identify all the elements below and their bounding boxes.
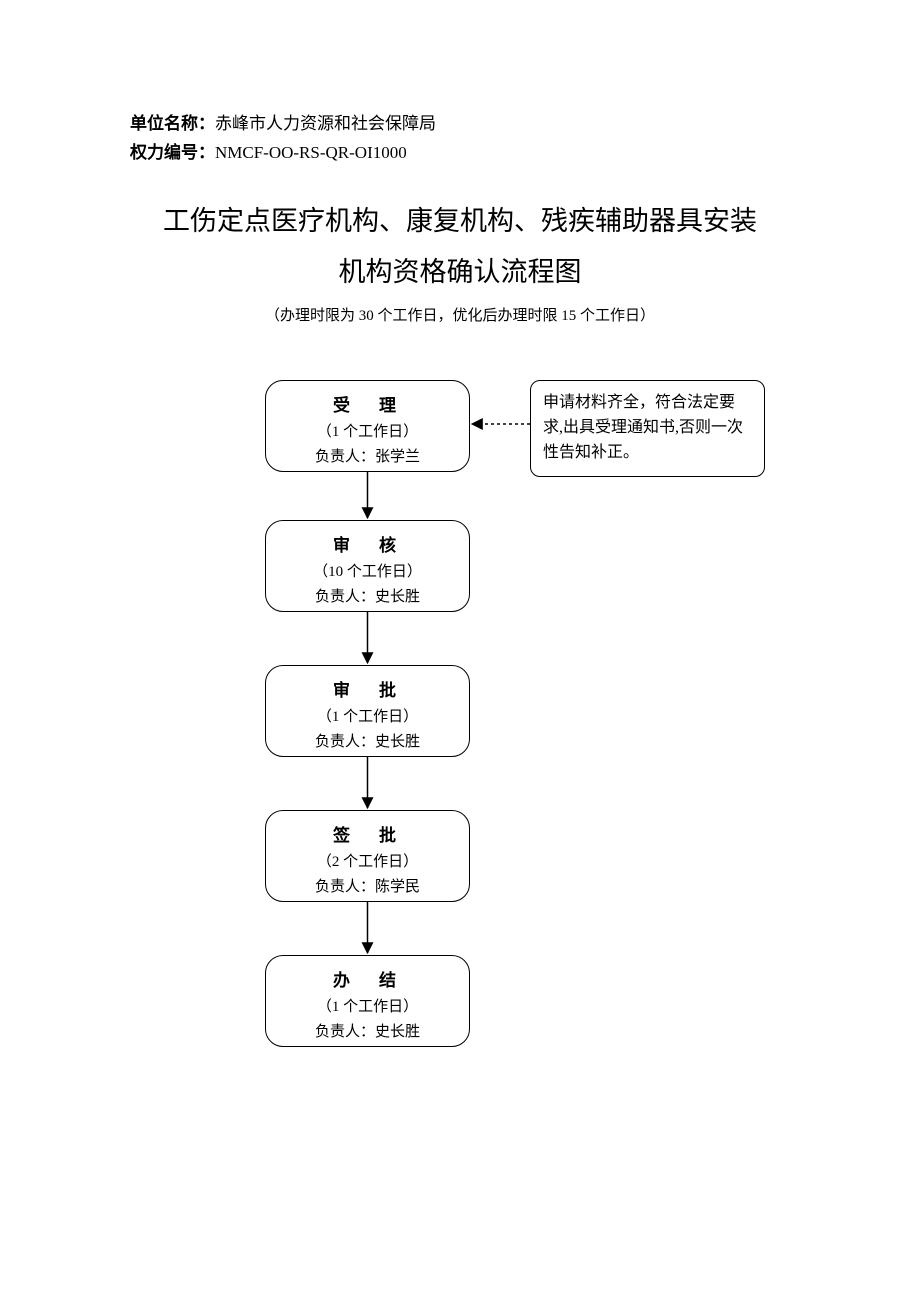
node-duration: （10 个工作日） [274,560,461,581]
subtitle: （办理时限为 30 个工作日，优化后办理时限 15 个工作日） [130,304,790,325]
flowchart: 受 理（1 个工作日）负责人：张学兰审 核（10 个工作日）负责人：史长胜审 批… [130,380,790,1190]
side-note: 申请材料齐全，符合法定要求,出具受理通知书,否则一次性告知补正。 [530,380,765,476]
node-title: 受 理 [274,391,461,416]
flow-node-n2: 审 核 （10 个工作日） 负责人：史长胜 [265,520,470,612]
header-unit: 单位名称：赤峰市人力资源和社会保障局 [130,110,790,139]
node-person: 负责人：史长胜 [274,1020,461,1041]
title-line2: 机构资格确认流程图 [130,247,790,298]
power-label: 权力编号： [130,143,215,162]
connectors [130,380,790,1190]
node-title: 审 核 [274,531,461,556]
page-title: 工伤定点医疗机构、康复机构、残疾辅助器具安装 机构资格确认流程图 [130,196,790,299]
node-person: 负责人：张学兰 [274,445,461,466]
node-duration: （1 个工作日） [274,995,461,1016]
node-duration: （1 个工作日） [274,705,461,726]
title-line1: 工伤定点医疗机构、康复机构、残疾辅助器具安装 [130,196,790,247]
unit-label: 单位名称： [130,114,215,133]
flow-node-n3: 审 批 （1 个工作日） 负责人：史长胜 [265,665,470,757]
node-person: 负责人：陈学民 [274,875,461,896]
flow-node-n5: 办 结 （1 个工作日） 负责人：史长胜 [265,955,470,1047]
power-code: NMCF-OO-RS-QR-OI1000 [215,143,407,162]
header-power: 权力编号：NMCF-OO-RS-QR-OI1000 [130,139,790,168]
node-duration: （1 个工作日） [274,420,461,441]
flow-node-n1: 受 理 （1 个工作日） 负责人：张学兰 [265,380,470,472]
node-person: 负责人：史长胜 [274,585,461,606]
node-duration: （2 个工作日） [274,850,461,871]
unit-name: 赤峰市人力资源和社会保障局 [215,114,436,133]
flow-node-n4: 签 批 （2 个工作日） 负责人：陈学民 [265,810,470,902]
node-title: 签 批 [274,821,461,846]
node-person: 负责人：史长胜 [274,730,461,751]
node-title: 办 结 [274,966,461,991]
node-title: 审 批 [274,676,461,701]
